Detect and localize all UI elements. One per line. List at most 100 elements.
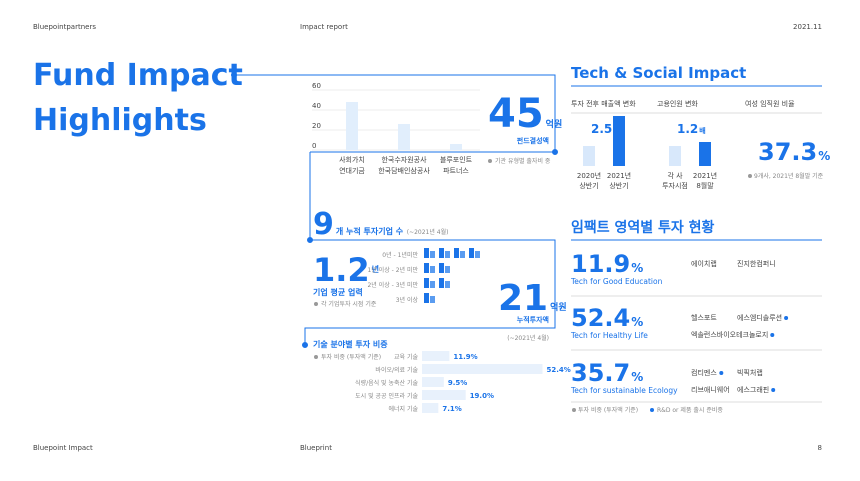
value-label: 9.5% — [448, 379, 467, 387]
tech-label: 교육 기술 — [394, 353, 418, 361]
distribution-label: 1년 이상 - 2년 미만 — [367, 266, 418, 274]
company-icons — [424, 248, 480, 258]
tech-label: 에너지 기술 — [388, 405, 418, 413]
tech-label: 도시 및 공공 인프라 기술 — [355, 392, 418, 400]
category-label: 블루포인트 — [440, 155, 473, 164]
company-name: 진지한컴퍼니 — [737, 259, 776, 268]
building-icon — [430, 281, 435, 288]
bar — [450, 144, 462, 150]
value-label: 52.4% — [547, 366, 571, 374]
company-name: 빅픽처랩 — [737, 368, 763, 377]
connectors — [231, 72, 558, 348]
multiplier-unit: 배 — [613, 126, 619, 135]
header-left: Bluepointpartners — [33, 23, 96, 31]
bullet — [314, 355, 318, 359]
companies-period: (~2021년 4월) — [407, 228, 449, 236]
impact-value: 35.7 — [571, 359, 630, 387]
building-icon — [430, 251, 435, 258]
company-name: 에스엠디솔루션 — [737, 313, 782, 322]
impact-unit: % — [631, 261, 643, 275]
building-icon — [430, 296, 435, 303]
building-icon — [439, 278, 444, 288]
category-label: 연대기금 — [339, 166, 365, 175]
women-unit: % — [818, 149, 830, 163]
impact-unit: % — [631, 370, 643, 384]
bar — [422, 364, 543, 374]
y-tick-label: 20 — [312, 122, 321, 130]
header-center: Impact report — [300, 23, 348, 31]
title: Highlights — [33, 103, 207, 138]
building-icon — [439, 248, 444, 258]
category-label: 한국담배인삼공사 — [378, 166, 430, 175]
company-icons — [424, 293, 435, 303]
building-icon — [445, 281, 450, 288]
category-label: 상반기 — [579, 181, 598, 190]
panel-title: 고용인원 변화 — [657, 99, 698, 108]
value-label: 11.9% — [453, 353, 477, 361]
company-name: 헬스포트 — [691, 313, 717, 322]
tech-share-note: 투자 비중 (투자액 기준) — [321, 353, 381, 361]
bullet — [719, 371, 724, 375]
y-tick-label: 60 — [312, 82, 321, 90]
building-icon — [424, 278, 429, 288]
building-icon — [454, 248, 459, 258]
tech-label: 바이오/의료 기술 — [375, 366, 418, 374]
fund-note: 기관 유형별 출자비 중 — [495, 157, 551, 165]
bullet — [770, 333, 775, 337]
impact-unit: % — [631, 315, 643, 329]
panel-title: 투자 전후 매출액 변화 — [571, 99, 636, 108]
category-label: 파트너스 — [443, 166, 469, 175]
category-label: 각 사 — [667, 171, 683, 180]
bar — [346, 102, 358, 150]
bar — [422, 390, 466, 400]
company-name: 컴티멘스 — [691, 368, 717, 377]
bullet — [784, 316, 789, 320]
age-value: 1.2 — [313, 251, 370, 289]
company-name: 에이치랩 — [691, 259, 717, 268]
women-value: 37.3 — [758, 138, 817, 166]
impact-label: Tech for sustainable Ecology — [570, 386, 678, 395]
tech-share-title: 기술 분야별 투자 비중 — [313, 339, 388, 349]
bullet — [488, 159, 492, 163]
company-icons — [424, 263, 450, 273]
building-icon — [475, 251, 480, 258]
building-icon — [445, 251, 450, 258]
distribution-label: 2년 이상 - 3년 미만 — [367, 281, 418, 289]
bullet — [650, 408, 654, 412]
section-title: Tech & Social Impact — [571, 64, 746, 82]
y-tick-label: 40 — [312, 102, 321, 110]
header-right: 2021.11 — [793, 23, 822, 31]
category-label: 2021년 — [607, 171, 631, 180]
bar — [699, 142, 711, 166]
company-name: 엑솔런스바이오테크놀로지 — [691, 330, 768, 339]
bar — [613, 116, 625, 166]
category-label: 상반기 — [609, 181, 628, 190]
building-icon — [430, 266, 435, 273]
building-icon — [439, 263, 444, 273]
fund-label: 펀드결성액 — [517, 136, 549, 145]
building-icon — [469, 248, 474, 258]
value-label: 7.1% — [442, 405, 461, 413]
investment-unit: 억원 — [550, 301, 567, 313]
women-note: 9개사, 2021년 8월말 기준 — [754, 172, 824, 180]
section-title: 임팩트 영역별 투자 현황 — [571, 219, 715, 236]
company-name: 리브애니웨어 — [691, 385, 730, 394]
legend-label: R&D or 제품 출시 준비중 — [657, 406, 723, 414]
impact-label: Tech for Good Education — [570, 277, 663, 286]
multiplier: 1.2 — [677, 122, 698, 136]
building-icon — [460, 251, 465, 258]
impact-value: 52.4 — [571, 304, 630, 332]
bullet — [748, 174, 752, 178]
investment-label: 누적투자액 — [517, 315, 549, 324]
bar — [669, 146, 681, 166]
impact-label: Tech for Healthy Life — [570, 331, 648, 340]
category-label: 사회가치 — [339, 155, 365, 164]
building-icon — [445, 266, 450, 273]
building-icon — [424, 293, 429, 303]
panel-title: 여성 임직원 비율 — [745, 99, 795, 108]
bar — [422, 351, 450, 361]
bar — [583, 146, 595, 166]
age-unit: 년 — [372, 264, 379, 274]
category-label: 2020년 — [577, 171, 601, 180]
